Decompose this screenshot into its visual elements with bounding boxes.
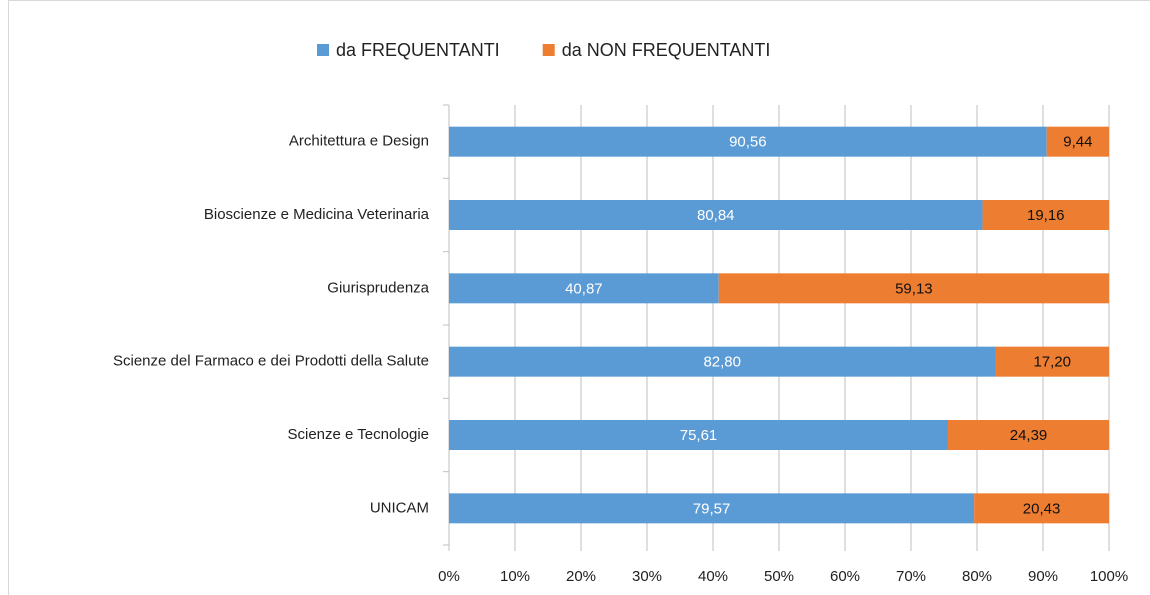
- data-label: 20,43: [1023, 500, 1061, 517]
- data-label: 75,61: [680, 427, 718, 444]
- x-tick-label: 60%: [830, 568, 860, 585]
- y-tick-label: Scienze e Tecnologie: [288, 426, 430, 443]
- x-tick-label: 100%: [1090, 568, 1128, 585]
- data-label: 19,16: [1027, 207, 1065, 224]
- data-label: 24,39: [1010, 427, 1048, 444]
- x-tick-label: 20%: [566, 568, 596, 585]
- y-tick-label: Scienze del Farmaco e dei Prodotti della…: [113, 353, 429, 370]
- x-tick-label: 50%: [764, 568, 794, 585]
- x-tick-label: 0%: [438, 568, 460, 585]
- legend-label: da FREQUENTANTI: [336, 40, 500, 60]
- bar-segment: [974, 493, 1109, 524]
- bar-segment: [995, 346, 1109, 377]
- data-label: 79,57: [693, 500, 731, 517]
- data-label: 9,44: [1063, 134, 1092, 151]
- data-label: 82,80: [703, 354, 741, 371]
- x-tick-label: 80%: [962, 568, 992, 585]
- bar-segment: [1046, 126, 1109, 157]
- legend-label: da NON FREQUENTANTI: [562, 40, 771, 60]
- data-label: 40,87: [565, 280, 603, 297]
- y-tick-label: Bioscienze e Medicina Veterinaria: [204, 206, 430, 223]
- y-tick-label: Architettura e Design: [289, 133, 429, 150]
- x-tick-label: 70%: [896, 568, 926, 585]
- x-tick-label: 40%: [698, 568, 728, 585]
- chart-border: [8, 0, 1150, 595]
- bar-segment: [449, 420, 949, 450]
- bar-segment: [982, 200, 1109, 230]
- bar-segment: [449, 346, 996, 377]
- x-tick-label: 90%: [1028, 568, 1058, 585]
- data-label: 59,13: [895, 280, 933, 297]
- bar-segment: [449, 493, 975, 524]
- legend-swatch: [542, 44, 555, 56]
- x-tick-label: 10%: [500, 568, 530, 585]
- x-tick-label: 30%: [632, 568, 662, 585]
- data-label: 90,56: [729, 134, 767, 151]
- y-tick-label: UNICAM: [370, 499, 429, 516]
- legend-swatch: [317, 44, 329, 56]
- bar-segment: [948, 420, 1109, 450]
- data-label: 80,84: [697, 207, 735, 224]
- bar-segment: [449, 273, 719, 304]
- bar-segment: [449, 126, 1047, 157]
- y-tick-label: Giurisprudenza: [327, 279, 429, 296]
- bar-segment: [449, 200, 983, 230]
- data-label: 17,20: [1033, 354, 1071, 371]
- bar-segment: [718, 273, 1109, 304]
